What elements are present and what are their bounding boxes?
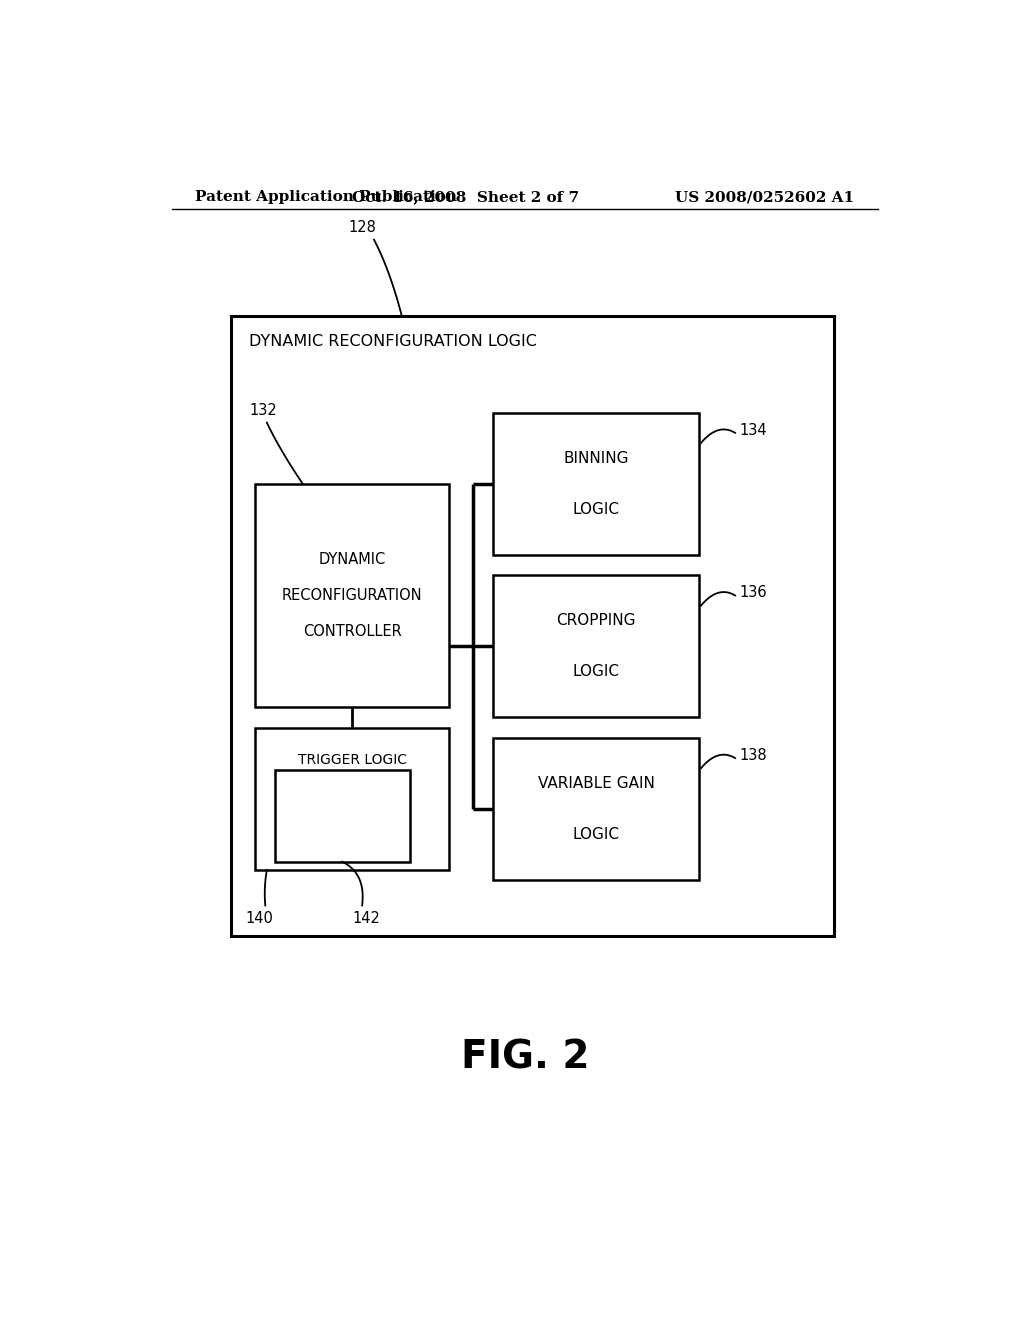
Text: DYNAMIC RECONFIGURATION LOGIC: DYNAMIC RECONFIGURATION LOGIC	[249, 334, 537, 350]
Bar	[255, 727, 450, 870]
Text: VARIABLE GAIN: VARIABLE GAIN	[538, 776, 654, 791]
Text: CONTROLLER: CONTROLLER	[303, 623, 401, 639]
Text: FILTER: FILTER	[322, 828, 364, 841]
Bar	[231, 315, 835, 936]
Text: US 2008/0252602 A1: US 2008/0252602 A1	[675, 190, 854, 205]
Text: FIG. 2: FIG. 2	[461, 1039, 589, 1077]
Text: 128: 128	[348, 219, 376, 235]
Text: RECONFIGURATION: RECONFIGURATION	[282, 587, 423, 603]
Text: TRIGGER LOGIC: TRIGGER LOGIC	[298, 752, 407, 767]
Text: 142: 142	[352, 911, 380, 925]
Bar	[494, 412, 699, 554]
Text: 140: 140	[245, 911, 272, 925]
Text: CROPPING: CROPPING	[556, 614, 636, 628]
Text: 132: 132	[249, 403, 276, 417]
Text: LOGIC: LOGIC	[572, 664, 620, 680]
Bar	[494, 576, 699, 718]
Text: 134: 134	[739, 422, 767, 438]
Text: BINNING: BINNING	[563, 450, 629, 466]
Bar	[274, 771, 410, 862]
Text: LOGIC: LOGIC	[572, 826, 620, 842]
Text: LOGIC: LOGIC	[572, 502, 620, 516]
Text: Oct. 16, 2008  Sheet 2 of 7: Oct. 16, 2008 Sheet 2 of 7	[351, 190, 579, 205]
Text: 138: 138	[739, 748, 767, 763]
Text: 136: 136	[739, 585, 767, 601]
Text: BANDPASS: BANDPASS	[307, 791, 378, 804]
Text: Patent Application Publication: Patent Application Publication	[196, 190, 458, 205]
Bar	[494, 738, 699, 880]
Text: DYNAMIC: DYNAMIC	[318, 552, 386, 568]
Bar	[255, 483, 450, 708]
